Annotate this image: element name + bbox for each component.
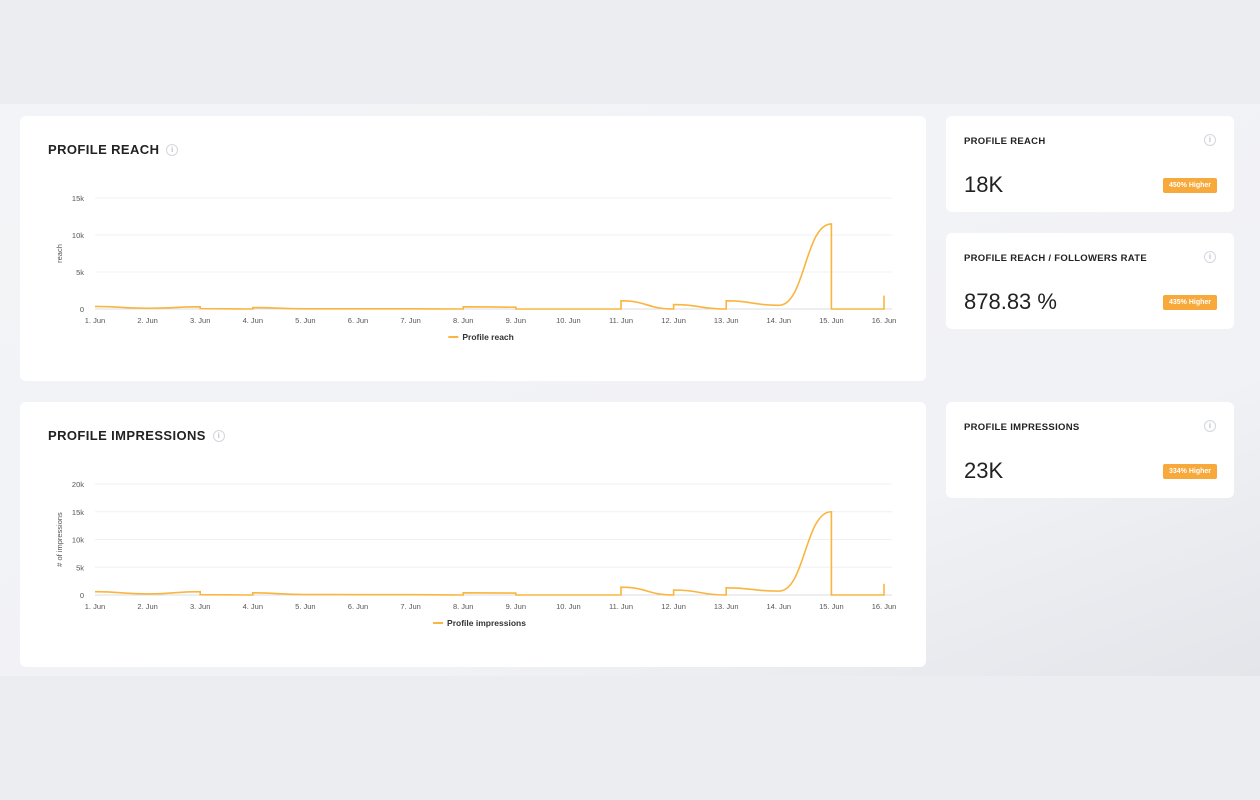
x-tick-label: 16. Jun [872, 602, 897, 611]
stat-card-profile-impressions: PROFILE IMPRESSIONS i 23K 334% Higher [946, 402, 1234, 498]
stat-card-reach-followers-rate: PROFILE REACH / FOLLOWERS RATE i 878.83 … [946, 233, 1234, 329]
profile-impressions-chart-card: PROFILE IMPRESSIONS i 0 5k 10k 15k 20k # of i… [20, 402, 926, 667]
info-icon[interactable]: i [212, 429, 225, 442]
comparison-badge: 435% Higher [1162, 295, 1217, 310]
info-icon[interactable]: i [1204, 251, 1216, 263]
legend-label[interactable]: Profile reach [462, 332, 513, 342]
series-line [94, 510, 885, 596]
x-tick-label: 8. Jun [453, 316, 473, 325]
x-tick-label: 1. Jun [85, 602, 105, 611]
x-tick-label: 6. Jun [348, 602, 368, 611]
x-tick-label: 11. Jun [609, 316, 633, 325]
y-tick-label: 0 [80, 591, 84, 600]
x-tick-label: 4. Jun [243, 316, 263, 325]
chart-title: PROFILE IMPRESSIONS i [48, 428, 225, 443]
y-tick-label: 5k [76, 563, 84, 572]
y-tick-label: 10k [72, 231, 84, 240]
y-axis-title: reach [55, 244, 64, 263]
stat-value: 18K [964, 172, 1004, 197]
comparison-badge: 334% Higher [1162, 464, 1217, 479]
x-tick-label: 13. Jun [714, 316, 739, 325]
stat-value: 23K [964, 458, 1004, 483]
x-tick-label: 5. Jun [295, 602, 315, 611]
x-tick-label: 2. Jun [137, 602, 157, 611]
x-tick-label: 6. Jun [348, 316, 368, 325]
stat-label: PROFILE REACH / FOLLOWERS RATE [964, 253, 1147, 264]
x-tick-label: 15. Jun [819, 602, 844, 611]
chart-title-text: PROFILE IMPRESSIONS [48, 428, 206, 443]
y-tick-label: 10k [72, 536, 84, 545]
x-tick-label: 10. Jun [556, 602, 581, 611]
x-tick-label: 1. Jun [85, 316, 105, 325]
profile-reach-chart-card: PROFILE REACH i 0 5k 10k 15k reach 1. Jun 2. J… [20, 116, 926, 381]
x-tick-label: 14. Jun [766, 602, 791, 611]
x-tick-label: 3. Jun [190, 316, 210, 325]
y-tick-label: 0 [80, 305, 84, 314]
x-tick-label: 9. Jun [506, 316, 526, 325]
comparison-badge: 450% Higher [1162, 178, 1217, 193]
info-icon[interactable]: i [1204, 420, 1216, 432]
x-tick-label: 16. Jun [872, 316, 897, 325]
x-tick-label: 12. Jun [661, 316, 686, 325]
series-line [94, 223, 885, 310]
info-icon[interactable]: i [166, 143, 179, 156]
info-icon[interactable]: i [1204, 134, 1216, 146]
x-tick-label: 15. Jun [819, 316, 844, 325]
x-tick-label: 7. Jun [400, 316, 420, 325]
x-tick-label: 10. Jun [556, 316, 581, 325]
stat-label: PROFILE REACH [964, 136, 1046, 147]
x-tick-label: 11. Jun [609, 602, 633, 611]
x-tick-label: 12. Jun [661, 602, 686, 611]
x-tick-label: 8. Jun [453, 602, 473, 611]
y-tick-label: 15k [72, 508, 84, 517]
stat-value: 878.83 % [964, 289, 1057, 314]
y-tick-label: 20k [72, 480, 84, 489]
profile-impressions-chart: 0 5k 10k 15k 20k # of impressions 1. Jun 2. Jun… [55, 480, 897, 628]
chart-title-text: PROFILE REACH [48, 142, 160, 157]
stat-label: PROFILE IMPRESSIONS [964, 422, 1080, 433]
x-tick-label: 9. Jun [506, 602, 526, 611]
y-tick-label: 5k [76, 268, 84, 277]
x-tick-label: 2. Jun [137, 316, 157, 325]
y-tick-label: 15k [72, 194, 84, 203]
x-tick-label: 13. Jun [714, 602, 739, 611]
legend-label[interactable]: Profile impressions [447, 618, 526, 628]
stat-card-profile-reach: PROFILE REACH i 18K 450% Higher [946, 116, 1234, 212]
x-tick-label: 14. Jun [766, 316, 791, 325]
x-tick-label: 7. Jun [400, 602, 420, 611]
x-tick-label: 4. Jun [243, 602, 263, 611]
y-axis-title: # of impressions [55, 512, 64, 567]
chart-title: PROFILE REACH i [48, 142, 179, 157]
profile-reach-chart: 0 5k 10k 15k reach 1. Jun 2. Jun 3. Jun 4. Jun 5.… [55, 194, 897, 342]
x-tick-label: 3. Jun [190, 602, 210, 611]
x-tick-label: 5. Jun [295, 316, 315, 325]
